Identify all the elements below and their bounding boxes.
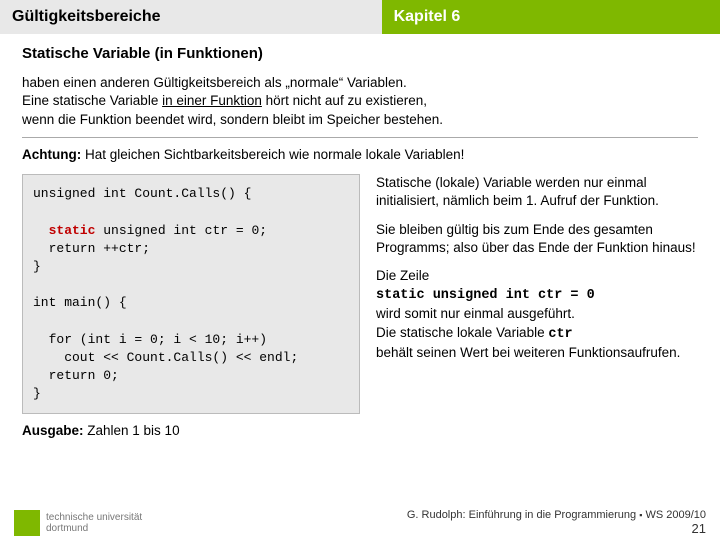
- footer-left: technische universität dortmund: [14, 510, 142, 536]
- code-l6: for (int i = 0; i < 10; i++): [33, 332, 267, 347]
- right-p3c-pre: Die statische lokale Variable: [376, 325, 548, 340]
- code-l2-rest: unsigned int ctr = 0;: [95, 223, 267, 238]
- divider: [22, 137, 698, 138]
- left-column: unsigned int Count.Calls() { static unsi…: [22, 174, 360, 440]
- code-block: unsigned int Count.Calls() { static unsi…: [22, 174, 360, 414]
- header-topic: Gültigkeitsbereiche: [0, 0, 382, 34]
- warning-text: Hat gleichen Sichtbarkeitsbereich wie no…: [81, 147, 464, 162]
- output-label: Ausgabe:: [22, 423, 84, 438]
- uni-top: technische universität: [46, 512, 142, 523]
- warning-line: Achtung: Hat gleichen Sichtbarkeitsberei…: [22, 146, 698, 164]
- intro-line-3: wenn die Funktion beendet wird, sondern …: [22, 112, 443, 127]
- tu-logo-icon: [14, 510, 40, 536]
- code-l4: }: [33, 259, 41, 274]
- intro-line-2-pre: Eine statische Variable: [22, 93, 162, 108]
- university-name: technische universität dortmund: [46, 512, 142, 534]
- right-p3-code: static unsigned int ctr = 0: [376, 288, 595, 303]
- intro-paragraph: haben einen anderen Gültigkeitsbereich a…: [22, 74, 698, 129]
- code-l2-static: static: [33, 223, 95, 238]
- page-number: 21: [692, 521, 706, 536]
- intro-line-1: haben einen anderen Gültigkeitsbereich a…: [22, 75, 407, 90]
- credit-a: G. Rudolph: Einführung in die Programmie…: [407, 509, 639, 521]
- intro-line-2-post: hört nicht auf zu existieren,: [262, 93, 427, 108]
- section-subheading: Statische Variable (in Funktionen): [22, 44, 698, 64]
- right-p3b: wird somit nur einmal ausgeführt.: [376, 306, 575, 321]
- code-l8: return 0;: [33, 368, 119, 383]
- warning-label: Achtung:: [22, 147, 81, 162]
- slide-header: Gültigkeitsbereiche Kapitel 6: [0, 0, 720, 34]
- code-l5: int main() {: [33, 295, 127, 310]
- output-text: Zahlen 1 bis 10: [84, 423, 180, 438]
- right-p2: Sie bleiben gültig bis zum Ende des gesa…: [376, 221, 698, 257]
- output-line: Ausgabe: Zahlen 1 bis 10: [22, 422, 360, 440]
- code-l7: cout << Count.Calls() << endl;: [33, 350, 298, 365]
- right-p3c-code: ctr: [548, 327, 572, 342]
- slide-footer: technische universität dortmund G. Rudol…: [0, 509, 720, 536]
- uni-bot: dortmund: [46, 523, 88, 534]
- two-column-layout: unsigned int Count.Calls() { static unsi…: [22, 174, 698, 440]
- right-p3d: behält seinen Wert bei weiteren Funktion…: [376, 345, 680, 360]
- footer-right: G. Rudolph: Einführung in die Programmie…: [407, 509, 706, 536]
- slide-content: Statische Variable (in Funktionen) haben…: [0, 34, 720, 441]
- header-chapter: Kapitel 6: [382, 0, 720, 34]
- code-l9: }: [33, 386, 41, 401]
- right-column: Statische (lokale) Variable werden nur e…: [376, 174, 698, 440]
- right-p3a: Die Zeile: [376, 268, 429, 283]
- code-l3: return ++ctr;: [33, 241, 150, 256]
- code-l1: unsigned int Count.Calls() {: [33, 186, 251, 201]
- right-p1: Statische (lokale) Variable werden nur e…: [376, 174, 698, 210]
- intro-line-2-underline: in einer Funktion: [162, 93, 262, 108]
- credit-b: WS 2009/10: [642, 509, 706, 521]
- right-p3: Die Zeile static unsigned int ctr = 0 wi…: [376, 267, 698, 362]
